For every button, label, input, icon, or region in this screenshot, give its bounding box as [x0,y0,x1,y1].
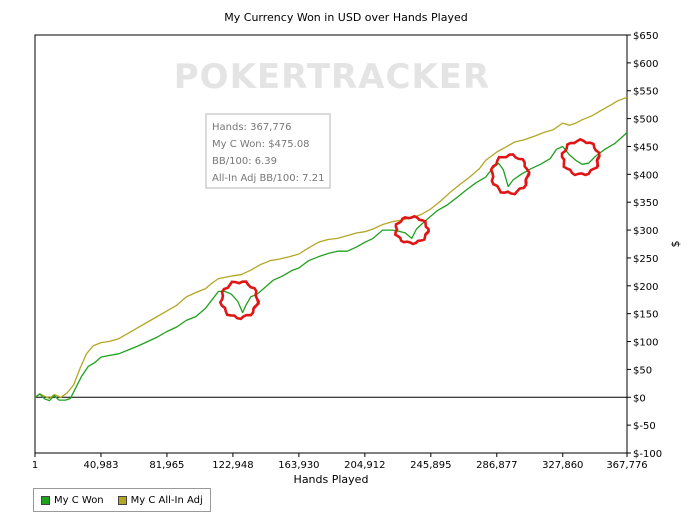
legend: My C Won My C All-In Adj [33,488,211,512]
y-tick-label: $150 [633,310,658,321]
y-tick-label: $-100 [633,449,662,460]
y-tick-label: $0 [633,393,646,404]
red-circle-annotation [560,137,601,177]
legend-swatch-my-c-won [41,495,50,505]
tooltip-hands: Hands: 367,776 [212,122,291,133]
y-tick-label: $200 [633,282,658,293]
y-axis-title: $ [669,241,682,248]
legend-item-my-c-won[interactable]: My C Won [41,495,104,506]
series-line-my-c-all-in-adj [34,96,628,400]
series-line-my-c-won [34,132,628,402]
y-tick-label: $-50 [633,421,656,432]
x-tick-label: 204,912 [344,460,385,471]
x-tick-label: 163,930 [278,460,319,471]
tooltip-bb100: BB/100: 6.39 [212,156,277,167]
series-layer [34,96,628,402]
x-tick-label: 1 [32,460,38,471]
y-tick-label: $650 [633,31,658,42]
x-tick-label: 327,860 [542,460,583,471]
tooltip-box [205,113,331,189]
y-tick-label: $500 [633,115,658,126]
x-axis: 1 40,983 81,965 122,948 163,930 204,912 245,89… [32,453,648,471]
tooltip-allin-bb100: All-In Adj BB/100: 7.21 [212,173,324,184]
y-tick-label: $50 [633,365,652,376]
red-circle-annotation [218,280,261,321]
watermark: POKERTRACKER [174,57,490,97]
tooltip: Hands: 367,776 My C Won: $475.08 BB/100:… [205,113,331,189]
x-tick-label: 122,948 [212,460,253,471]
y-tick-label: $250 [633,254,658,265]
x-tick-label: 81,965 [149,460,184,471]
y-tick-label: $450 [633,142,658,153]
x-tick-label: 40,983 [83,460,118,471]
y-tick-label: $400 [633,170,658,181]
annotation-layer [218,137,601,321]
x-tick-label: 367,776 [606,460,647,471]
legend-label-my-c-all-in-adj: My C All-In Adj [130,494,203,506]
y-tick-label: $600 [633,59,658,70]
legend-label-my-c-won: My C Won [54,494,104,506]
y-tick-label: $300 [633,226,658,237]
red-circle-annotation [489,153,531,196]
y-tick-label: $550 [633,87,658,98]
x-axis-title: Hands Played [294,473,369,486]
y-tick-label: $350 [633,198,658,209]
x-tick-label: 245,895 [410,460,451,471]
x-tick-label: 286,877 [476,460,517,471]
plot-frame [34,34,628,454]
chart-title: My Currency Won in USD over Hands Played [224,11,467,24]
red-circle-annotation [393,214,430,246]
tooltip-won: My C Won: $475.08 [212,139,310,150]
legend-item-my-c-all-in-adj[interactable]: My C All-In Adj [117,494,203,506]
legend-swatch-my-c-all-in-adj [117,495,127,505]
y-tick-label: $100 [633,338,658,349]
y-axis: $650 $600 $550 $500 $450 $400 $350 $300 $250 $200… [627,31,662,460]
